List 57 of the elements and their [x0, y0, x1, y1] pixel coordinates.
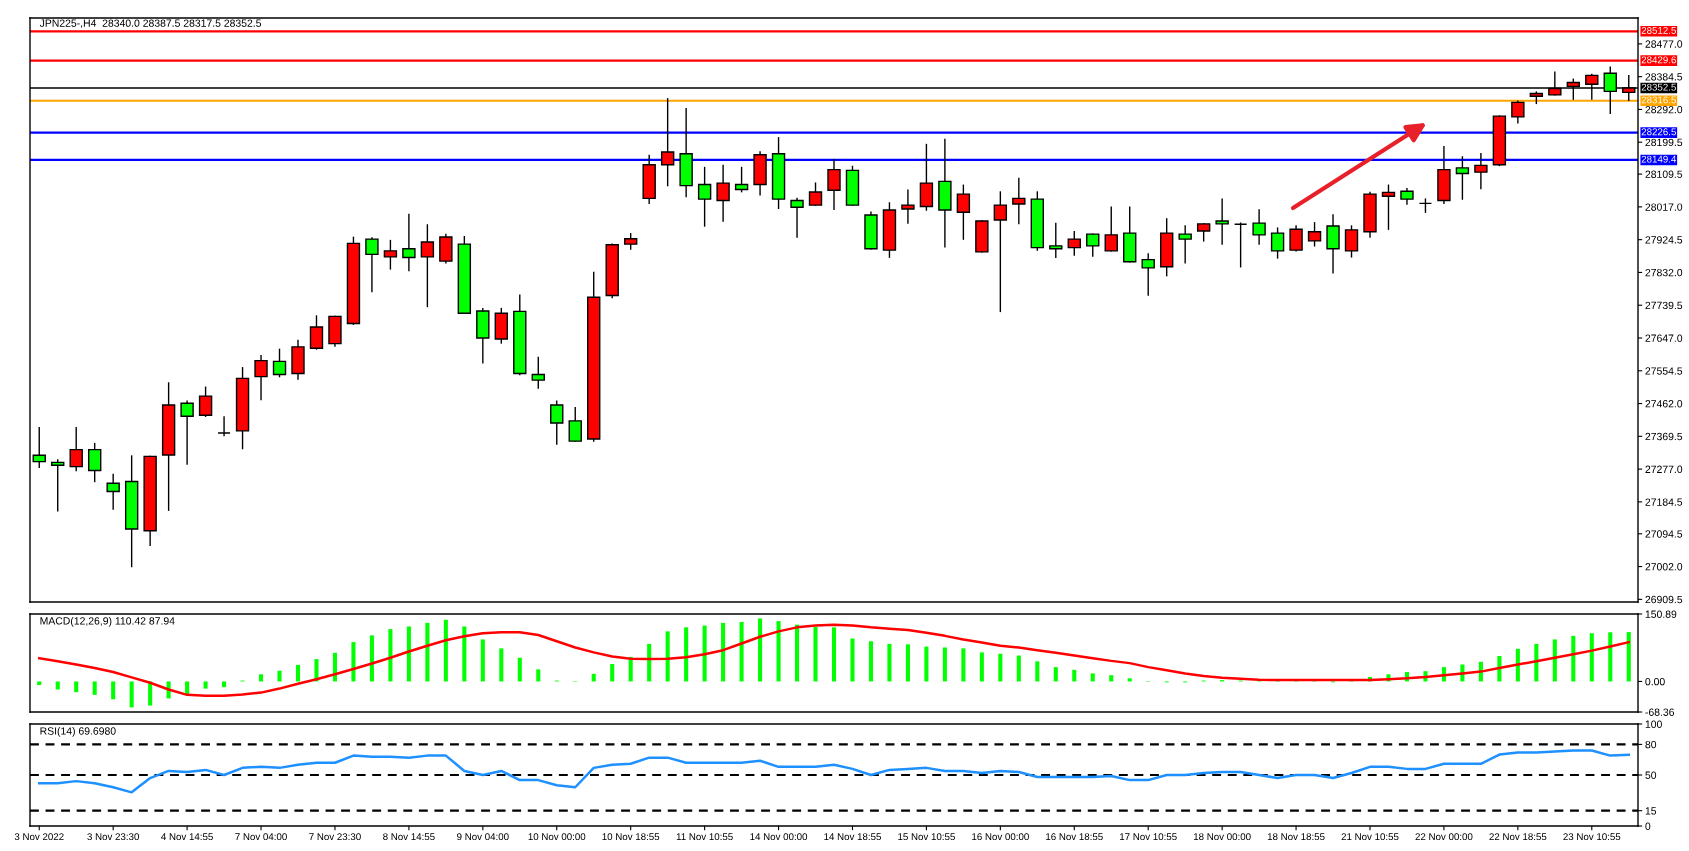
y-tick-label: 27554.5 [1645, 367, 1683, 375]
x-tick-label: 7 Nov 04:00 [235, 833, 287, 841]
y-tick-label: 0 [1645, 822, 1651, 830]
x-tick-label: 14 Nov 18:55 [824, 833, 881, 841]
x-tick-label: 9 Nov 04:00 [457, 833, 509, 841]
x-tick-label: 17 Nov 10:55 [1120, 833, 1177, 841]
ref-line-label: 28316.5 [1641, 96, 1676, 104]
y-tick-label: 27002.0 [1645, 563, 1683, 571]
y-tick-label: 0.00 [1645, 677, 1665, 686]
x-tick-label: 23 Nov 10:55 [1563, 833, 1621, 841]
x-tick-label: 18 Nov 00:00 [1193, 833, 1251, 841]
chart-title: JPN225-,H4 28340.0 28387.5 28317.5 28352.5 [39, 19, 262, 29]
y-tick-label: 27924.5 [1645, 236, 1683, 244]
x-tick-label: 10 Nov 18:55 [602, 833, 660, 841]
x-tick-label: 15 Nov 10:55 [898, 833, 955, 841]
y-tick-label: 28017.0 [1645, 203, 1683, 211]
ref-line-label: 28352.5 [1641, 83, 1676, 91]
x-tick-label: 16 Nov 18:55 [1046, 833, 1103, 841]
chart-title: MACD(12,26,9) 110.42 87.94 [40, 616, 175, 627]
y-tick-label: 27094.5 [1645, 530, 1683, 538]
y-tick-label: 28199.5 [1645, 138, 1683, 147]
y-tick-label: 27277.0 [1645, 465, 1683, 473]
ref-line-label: 28226.5 [1641, 128, 1676, 136]
y-tick-label: 27369.5 [1645, 432, 1683, 441]
y-tick-label: 27647.0 [1645, 334, 1683, 342]
y-tick-label: 28477.0 [1645, 40, 1683, 48]
y-tick-label: 27184.5 [1645, 498, 1683, 506]
y-tick-label: 27462.0 [1645, 400, 1683, 408]
x-tick-label: 3 Nov 23:30 [87, 833, 140, 841]
y-tick-label: 80 [1645, 740, 1657, 749]
x-tick-label: 22 Nov 00:00 [1415, 833, 1473, 841]
x-tick-label: 18 Nov 18:55 [1267, 833, 1325, 841]
x-tick-label: 8 Nov 14:55 [383, 833, 435, 841]
x-tick-label: 7 Nov 23:30 [309, 833, 361, 841]
y-tick-label: -68.36 [1645, 708, 1675, 716]
y-tick-label: 28109.5 [1645, 170, 1683, 178]
ref-line-label: 28149.4 [1641, 155, 1677, 163]
chart-title: RSI(14) 69.6980 [40, 727, 116, 737]
x-tick-label: 22 Nov 18:55 [1489, 833, 1547, 841]
x-tick-label: 14 Nov 00:00 [750, 833, 808, 841]
x-tick-label: 4 Nov 14:55 [161, 833, 213, 841]
y-tick-label: 28292.0 [1645, 105, 1683, 114]
x-tick-label: 11 Nov 10:55 [676, 833, 733, 841]
y-tick-label: 150.89 [1645, 610, 1677, 618]
y-tick-label: 26909.5 [1645, 595, 1683, 604]
x-tick-label: 16 Nov 00:00 [972, 833, 1029, 841]
ref-line-label: 28512.5 [1641, 27, 1676, 34]
y-tick-label: 100 [1645, 720, 1662, 728]
y-tick-label: 27739.5 [1645, 301, 1683, 310]
y-tick-label: 27832.0 [1645, 268, 1683, 277]
x-tick-label: 3 Nov 2022 [14, 833, 64, 841]
x-tick-label: 21 Nov 10:55 [1341, 833, 1399, 841]
ref-line-label: 28429.6 [1641, 56, 1676, 64]
y-tick-label: 50 [1645, 771, 1657, 779]
x-tick-label: 10 Nov 00:00 [528, 833, 586, 841]
y-tick-label: 28384.5 [1645, 73, 1683, 81]
y-tick-label: 15 [1645, 807, 1657, 815]
